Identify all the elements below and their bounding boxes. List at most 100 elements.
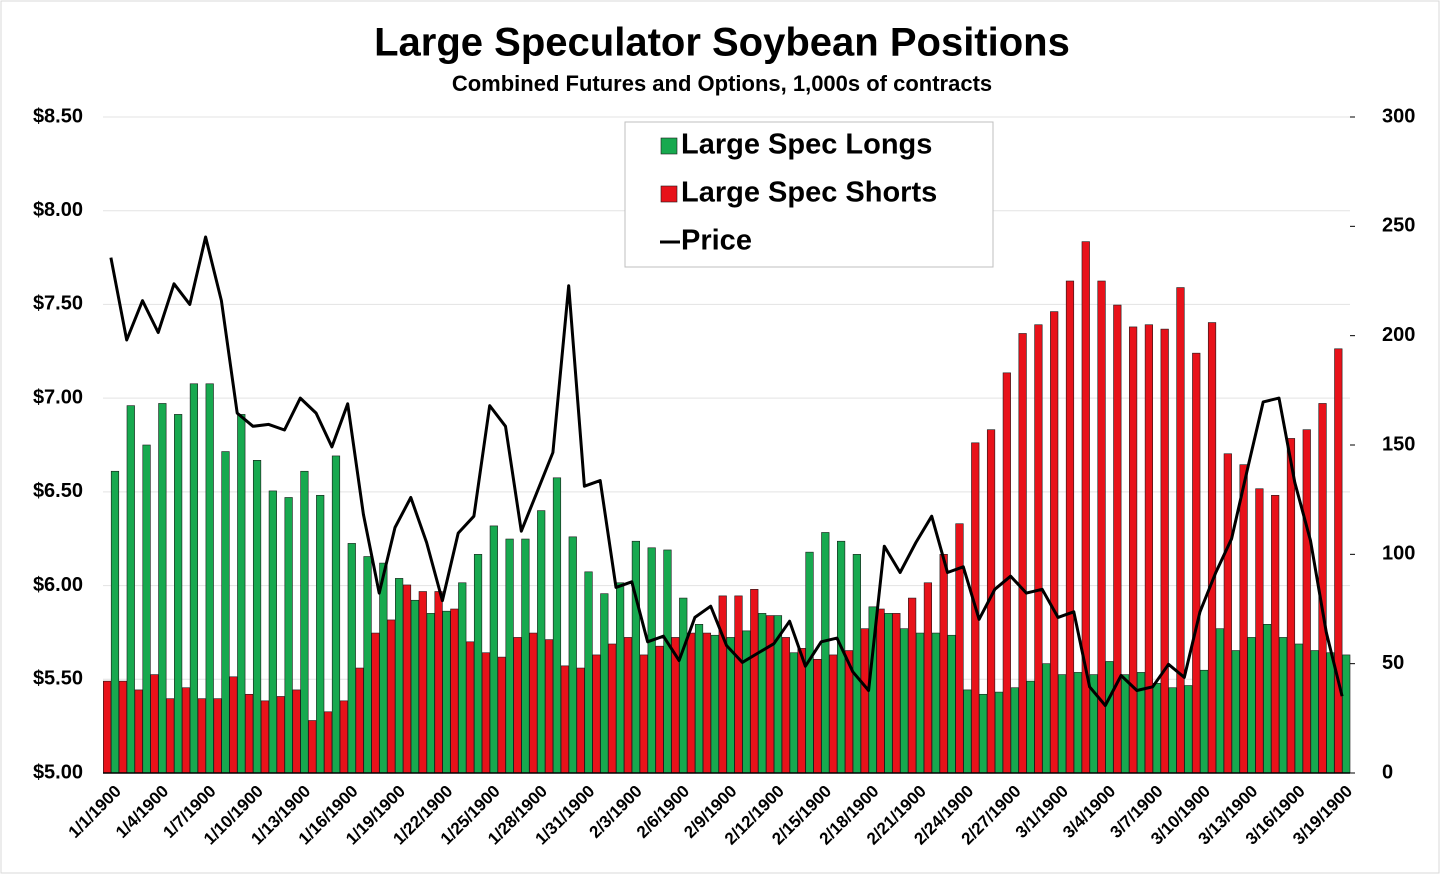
bar [687, 632, 696, 774]
bar [150, 674, 159, 774]
y-tick-label: $5.50 [33, 668, 83, 690]
legend-label: Price [681, 225, 752, 257]
bar [734, 595, 743, 774]
y2-tick-label: 50 [1382, 652, 1404, 674]
bar [1152, 683, 1161, 774]
bar [655, 645, 664, 774]
bar [316, 494, 325, 774]
bar [639, 654, 648, 774]
bar [813, 658, 822, 774]
bar [1286, 438, 1296, 774]
bar [537, 510, 546, 774]
bar [750, 589, 759, 774]
bar [300, 470, 309, 774]
bar [1176, 287, 1185, 774]
bar [276, 696, 285, 774]
bar [552, 477, 562, 774]
y2-tick-label: 200 [1382, 324, 1415, 346]
bar [442, 610, 451, 774]
bar [181, 687, 191, 774]
bar [434, 591, 443, 774]
bar [1263, 624, 1272, 774]
bar [268, 490, 277, 774]
bar [110, 470, 120, 774]
bar [931, 632, 940, 774]
bar [584, 571, 593, 774]
bar [1129, 326, 1138, 774]
bar [134, 689, 143, 774]
bar [529, 632, 538, 774]
bar [631, 540, 640, 774]
bar [213, 698, 222, 774]
bar [852, 554, 861, 774]
bar [1065, 280, 1075, 774]
bar [205, 383, 214, 774]
y2-tick-label: 100 [1382, 543, 1415, 565]
bar [1050, 311, 1059, 774]
bar [189, 383, 199, 774]
bar [860, 628, 869, 774]
y-tick-label: $5.00 [33, 761, 83, 783]
bar [473, 554, 483, 774]
bar [616, 582, 625, 774]
bar [900, 628, 909, 774]
bar [821, 532, 830, 774]
bar [418, 591, 427, 774]
bar [608, 643, 617, 774]
legend-box [624, 121, 994, 268]
y-tick-label: $7.00 [33, 386, 83, 408]
y-tick-label: $8.00 [33, 199, 83, 221]
bar [876, 608, 885, 774]
bar [1168, 687, 1177, 774]
bar [410, 599, 419, 774]
bar [1026, 680, 1035, 774]
bar [355, 667, 364, 774]
bar [308, 720, 317, 774]
bar [600, 593, 609, 774]
bar [339, 700, 348, 774]
bar [292, 689, 301, 774]
bar [331, 455, 341, 774]
legend-swatch [660, 185, 678, 203]
bar [1247, 637, 1256, 774]
bar [694, 624, 704, 774]
lines [109, 235, 1344, 707]
bar [1018, 333, 1027, 774]
bar [260, 700, 270, 774]
bar [765, 615, 775, 774]
bar [1081, 241, 1090, 774]
y-tick-label: $6.50 [33, 480, 83, 502]
bar [829, 654, 838, 774]
bar [994, 691, 1004, 774]
bar [481, 652, 491, 774]
bar [947, 634, 956, 774]
bar [379, 562, 388, 774]
bar [466, 641, 475, 774]
y2-tick-label: 300 [1382, 105, 1415, 127]
y-tick-label: $7.50 [33, 293, 83, 315]
bar [1215, 628, 1225, 774]
bar [884, 613, 893, 774]
bar [1310, 650, 1319, 774]
bar [1207, 322, 1217, 774]
bar [1278, 637, 1288, 774]
bar [489, 525, 498, 774]
bar [718, 595, 727, 774]
bar [174, 414, 183, 774]
bar [103, 680, 112, 774]
y-tick-label: $6.00 [33, 574, 83, 596]
bar [166, 698, 175, 774]
bar [387, 619, 396, 774]
y-tick-label: $8.50 [33, 105, 83, 127]
bar [497, 656, 506, 774]
bar [908, 597, 917, 774]
bar [363, 556, 372, 774]
bar [1002, 372, 1011, 774]
bar [1334, 348, 1343, 774]
legend-label: Large Spec Longs [681, 129, 932, 161]
bar [1255, 488, 1264, 774]
bar [710, 634, 719, 774]
bar [1121, 674, 1130, 774]
legend: Large Spec Longs Large Spec Shorts Price [624, 121, 994, 268]
price-line [109, 235, 1344, 707]
